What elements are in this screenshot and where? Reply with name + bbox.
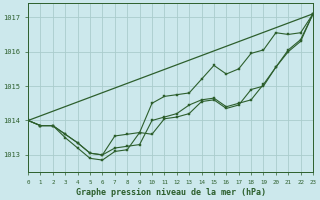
X-axis label: Graphe pression niveau de la mer (hPa): Graphe pression niveau de la mer (hPa) bbox=[76, 188, 266, 197]
